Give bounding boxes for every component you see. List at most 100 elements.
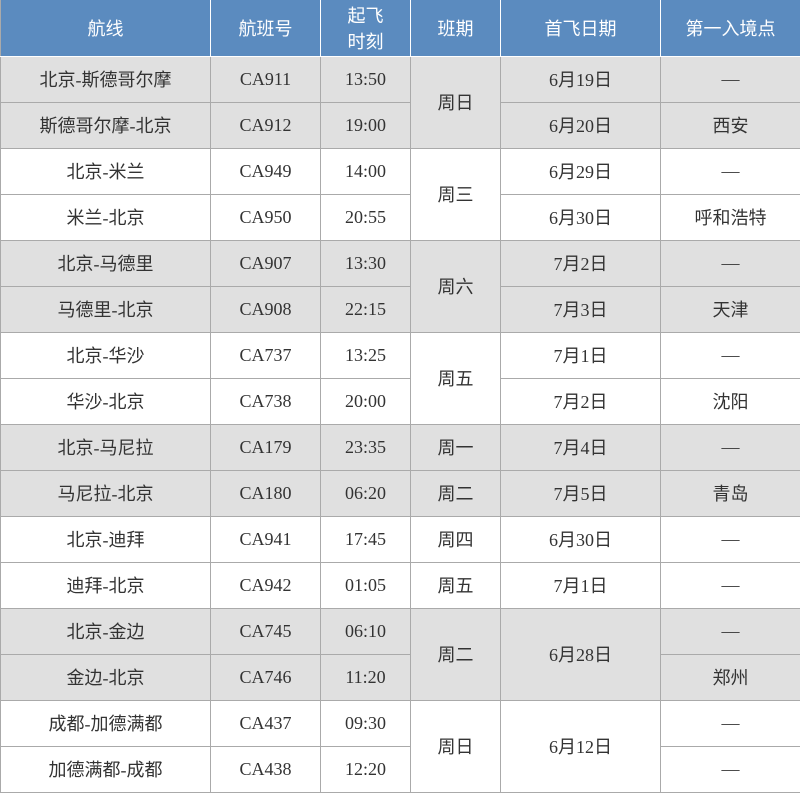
table-row: 北京-迪拜CA94117:45周四6月30日— bbox=[1, 516, 800, 562]
time-cell: 20:55 bbox=[321, 194, 411, 240]
flight-cell: CA745 bbox=[211, 608, 321, 654]
table-header-row: 航线航班号起飞 时刻班期首飞日期第一入境点 bbox=[1, 0, 800, 56]
time-cell: 01:05 bbox=[321, 562, 411, 608]
time-cell: 23:35 bbox=[321, 424, 411, 470]
table-row: 北京-米兰CA94914:00周三6月29日— bbox=[1, 148, 800, 194]
time-cell: 14:00 bbox=[321, 148, 411, 194]
route-cell: 北京-华沙 bbox=[1, 332, 211, 378]
time-cell: 13:25 bbox=[321, 332, 411, 378]
flight-cell: CA180 bbox=[211, 470, 321, 516]
entry-cell: 沈阳 bbox=[661, 378, 800, 424]
table-row: 加德满都-成都CA43812:20— bbox=[1, 746, 800, 792]
table-body: 北京-斯德哥尔摩CA91113:50周日6月19日—斯德哥尔摩-北京CA9121… bbox=[1, 56, 800, 792]
entry-cell: 西安 bbox=[661, 102, 800, 148]
first-date-cell: 6月20日 bbox=[501, 102, 661, 148]
table-row: 迪拜-北京CA94201:05周五7月1日— bbox=[1, 562, 800, 608]
route-cell: 成都-加德满都 bbox=[1, 700, 211, 746]
day-cell: 周二 bbox=[411, 608, 501, 700]
first-date-cell: 7月2日 bbox=[501, 378, 661, 424]
time-cell: 06:20 bbox=[321, 470, 411, 516]
entry-cell: — bbox=[661, 56, 800, 102]
table-row: 马德里-北京CA90822:157月3日天津 bbox=[1, 286, 800, 332]
first-date-cell: 6月30日 bbox=[501, 194, 661, 240]
first-date-cell: 6月30日 bbox=[501, 516, 661, 562]
route-cell: 北京-马尼拉 bbox=[1, 424, 211, 470]
time-cell: 13:50 bbox=[321, 56, 411, 102]
entry-cell: 郑州 bbox=[661, 654, 800, 700]
first-date-cell: 7月4日 bbox=[501, 424, 661, 470]
day-cell: 周三 bbox=[411, 148, 501, 240]
col-header-1: 航班号 bbox=[211, 0, 321, 56]
first-date-cell: 7月3日 bbox=[501, 286, 661, 332]
entry-cell: 呼和浩特 bbox=[661, 194, 800, 240]
flight-cell: CA738 bbox=[211, 378, 321, 424]
col-header-4: 首飞日期 bbox=[501, 0, 661, 56]
flight-cell: CA950 bbox=[211, 194, 321, 240]
time-cell: 19:00 bbox=[321, 102, 411, 148]
time-cell: 13:30 bbox=[321, 240, 411, 286]
table-row: 北京-金边CA74506:10周二6月28日— bbox=[1, 608, 800, 654]
time-cell: 06:10 bbox=[321, 608, 411, 654]
entry-cell: — bbox=[661, 562, 800, 608]
first-date-cell: 7月5日 bbox=[501, 470, 661, 516]
first-date-cell: 6月12日 bbox=[501, 700, 661, 792]
flight-cell: CA912 bbox=[211, 102, 321, 148]
entry-cell: — bbox=[661, 332, 800, 378]
flight-cell: CA179 bbox=[211, 424, 321, 470]
first-date-cell: 6月29日 bbox=[501, 148, 661, 194]
day-cell: 周一 bbox=[411, 424, 501, 470]
day-cell: 周五 bbox=[411, 562, 501, 608]
table-row: 金边-北京CA74611:20 郑州 bbox=[1, 654, 800, 700]
route-cell: 斯德哥尔摩-北京 bbox=[1, 102, 211, 148]
time-cell: 17:45 bbox=[321, 516, 411, 562]
time-cell: 09:30 bbox=[321, 700, 411, 746]
route-cell: 米兰-北京 bbox=[1, 194, 211, 240]
day-cell: 周六 bbox=[411, 240, 501, 332]
col-header-5: 第一入境点 bbox=[661, 0, 800, 56]
flight-cell: CA942 bbox=[211, 562, 321, 608]
first-date-cell: 6月19日 bbox=[501, 56, 661, 102]
first-date-cell: 7月1日 bbox=[501, 332, 661, 378]
table-row: 北京-华沙CA73713:25周五7月1日— bbox=[1, 332, 800, 378]
table-row: 北京-马德里CA90713:30周六7月2日— bbox=[1, 240, 800, 286]
route-cell: 马尼拉-北京 bbox=[1, 470, 211, 516]
entry-cell: 青岛 bbox=[661, 470, 800, 516]
entry-cell: — bbox=[661, 424, 800, 470]
table-row: 成都-加德满都CA43709:30周日6月12日— bbox=[1, 700, 800, 746]
day-cell: 周日 bbox=[411, 56, 501, 148]
flight-cell: CA746 bbox=[211, 654, 321, 700]
time-cell: 12:20 bbox=[321, 746, 411, 792]
flight-cell: CA737 bbox=[211, 332, 321, 378]
route-cell: 北京-金边 bbox=[1, 608, 211, 654]
entry-cell: 天津 bbox=[661, 286, 800, 332]
flight-cell: CA911 bbox=[211, 56, 321, 102]
flight-schedule-table: 航线航班号起飞 时刻班期首飞日期第一入境点 北京-斯德哥尔摩CA91113:50… bbox=[0, 0, 800, 793]
time-cell: 22:15 bbox=[321, 286, 411, 332]
entry-cell: — bbox=[661, 240, 800, 286]
flight-cell: CA941 bbox=[211, 516, 321, 562]
route-cell: 马德里-北京 bbox=[1, 286, 211, 332]
entry-cell: — bbox=[661, 516, 800, 562]
day-cell: 周五 bbox=[411, 332, 501, 424]
time-cell: 11:20 bbox=[321, 654, 411, 700]
route-cell: 北京-迪拜 bbox=[1, 516, 211, 562]
flight-cell: CA437 bbox=[211, 700, 321, 746]
day-cell: 周日 bbox=[411, 700, 501, 792]
col-header-0: 航线 bbox=[1, 0, 211, 56]
route-cell: 北京-斯德哥尔摩 bbox=[1, 56, 211, 102]
table-row: 北京-马尼拉CA17923:35周一7月4日— bbox=[1, 424, 800, 470]
day-cell: 周二 bbox=[411, 470, 501, 516]
route-cell: 华沙-北京 bbox=[1, 378, 211, 424]
table-row: 米兰-北京CA95020:55 6月30日呼和浩特 bbox=[1, 194, 800, 240]
table-row: 斯德哥尔摩-北京CA91219:00 6月20日西安 bbox=[1, 102, 800, 148]
entry-cell: — bbox=[661, 608, 800, 654]
table-row: 北京-斯德哥尔摩CA91113:50周日6月19日— bbox=[1, 56, 800, 102]
first-date-cell: 6月28日 bbox=[501, 608, 661, 700]
route-cell: 北京-马德里 bbox=[1, 240, 211, 286]
first-date-cell: 7月2日 bbox=[501, 240, 661, 286]
flight-cell: CA438 bbox=[211, 746, 321, 792]
first-date-cell: 7月1日 bbox=[501, 562, 661, 608]
route-cell: 金边-北京 bbox=[1, 654, 211, 700]
route-cell: 加德满都-成都 bbox=[1, 746, 211, 792]
route-cell: 迪拜-北京 bbox=[1, 562, 211, 608]
